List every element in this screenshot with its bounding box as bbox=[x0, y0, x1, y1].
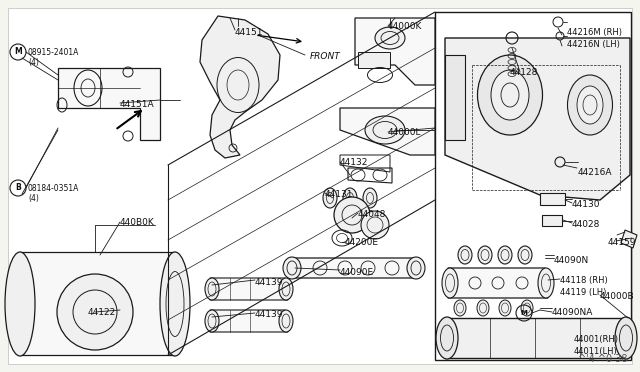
Text: 44048: 44048 bbox=[358, 210, 387, 219]
Text: 44139: 44139 bbox=[255, 278, 284, 287]
Ellipse shape bbox=[283, 257, 301, 279]
Polygon shape bbox=[445, 55, 465, 140]
Ellipse shape bbox=[498, 246, 512, 264]
Polygon shape bbox=[340, 108, 435, 155]
Text: 08915-2401A: 08915-2401A bbox=[28, 48, 79, 57]
Text: M: M bbox=[14, 48, 22, 57]
Text: ^'4 ^0 38: ^'4 ^0 38 bbox=[579, 354, 628, 364]
Polygon shape bbox=[20, 252, 175, 355]
Ellipse shape bbox=[458, 246, 472, 264]
Ellipse shape bbox=[343, 188, 357, 208]
Text: 44151: 44151 bbox=[235, 28, 264, 37]
Text: 44151A: 44151A bbox=[120, 100, 155, 109]
Circle shape bbox=[334, 197, 370, 233]
Text: 44131: 44131 bbox=[325, 190, 353, 199]
Polygon shape bbox=[542, 215, 562, 226]
Text: FRONT: FRONT bbox=[310, 52, 340, 61]
Polygon shape bbox=[210, 310, 288, 332]
Polygon shape bbox=[210, 278, 288, 300]
Polygon shape bbox=[445, 318, 628, 358]
Text: 44000K: 44000K bbox=[388, 22, 422, 31]
Ellipse shape bbox=[279, 278, 293, 300]
Ellipse shape bbox=[363, 188, 377, 208]
Ellipse shape bbox=[436, 317, 458, 359]
Ellipse shape bbox=[365, 116, 405, 144]
Polygon shape bbox=[58, 68, 160, 140]
Ellipse shape bbox=[5, 252, 35, 356]
Polygon shape bbox=[200, 16, 280, 158]
Ellipse shape bbox=[407, 257, 425, 279]
Text: 44000B: 44000B bbox=[600, 292, 635, 301]
Text: 44159: 44159 bbox=[608, 238, 637, 247]
Text: 44216M (RH): 44216M (RH) bbox=[567, 28, 622, 37]
Text: (4): (4) bbox=[28, 58, 39, 67]
Ellipse shape bbox=[538, 268, 554, 298]
Text: 44090N: 44090N bbox=[554, 256, 589, 265]
Polygon shape bbox=[621, 230, 637, 248]
Polygon shape bbox=[290, 258, 418, 278]
Ellipse shape bbox=[477, 300, 489, 316]
Polygon shape bbox=[540, 193, 565, 205]
Polygon shape bbox=[448, 268, 548, 298]
Polygon shape bbox=[358, 52, 390, 68]
Ellipse shape bbox=[477, 55, 543, 135]
Ellipse shape bbox=[205, 310, 219, 332]
Text: 44132: 44132 bbox=[340, 158, 369, 167]
Text: 44200E: 44200E bbox=[345, 238, 379, 247]
Ellipse shape bbox=[442, 268, 458, 298]
Text: 44090NA: 44090NA bbox=[552, 308, 593, 317]
Ellipse shape bbox=[74, 70, 102, 106]
Text: 44139: 44139 bbox=[255, 310, 284, 319]
Ellipse shape bbox=[323, 188, 337, 208]
Text: 44011(LH): 44011(LH) bbox=[574, 347, 618, 356]
Ellipse shape bbox=[521, 300, 533, 316]
Text: 44090E: 44090E bbox=[340, 268, 374, 277]
Ellipse shape bbox=[375, 27, 405, 49]
Ellipse shape bbox=[577, 86, 603, 124]
Ellipse shape bbox=[499, 300, 511, 316]
Text: M: M bbox=[520, 310, 527, 316]
Text: (4): (4) bbox=[28, 194, 39, 203]
Circle shape bbox=[361, 211, 389, 239]
Text: 44001(RH): 44001(RH) bbox=[574, 335, 619, 344]
Polygon shape bbox=[445, 38, 630, 200]
Polygon shape bbox=[355, 18, 435, 85]
Text: 08184-0351A: 08184-0351A bbox=[28, 184, 79, 193]
Text: B: B bbox=[15, 183, 21, 192]
Text: 44028: 44028 bbox=[572, 220, 600, 229]
Ellipse shape bbox=[160, 252, 190, 356]
Text: 44000L: 44000L bbox=[388, 128, 422, 137]
Bar bbox=[435, 12, 631, 360]
Circle shape bbox=[57, 274, 133, 350]
Text: 44118 (RH): 44118 (RH) bbox=[560, 276, 608, 285]
Text: 44128: 44128 bbox=[510, 68, 538, 77]
Ellipse shape bbox=[568, 75, 612, 135]
Text: 44130: 44130 bbox=[572, 200, 600, 209]
Text: 44216N (LH): 44216N (LH) bbox=[567, 40, 620, 49]
Text: 440B0K: 440B0K bbox=[120, 218, 155, 227]
Ellipse shape bbox=[518, 246, 532, 264]
Ellipse shape bbox=[205, 278, 219, 300]
Text: 44119 (LH): 44119 (LH) bbox=[560, 288, 606, 297]
Text: 44216A: 44216A bbox=[578, 168, 612, 177]
Ellipse shape bbox=[478, 246, 492, 264]
Text: 44122: 44122 bbox=[88, 308, 116, 317]
Ellipse shape bbox=[615, 317, 637, 359]
Ellipse shape bbox=[279, 310, 293, 332]
Ellipse shape bbox=[491, 70, 529, 120]
Ellipse shape bbox=[454, 300, 466, 316]
